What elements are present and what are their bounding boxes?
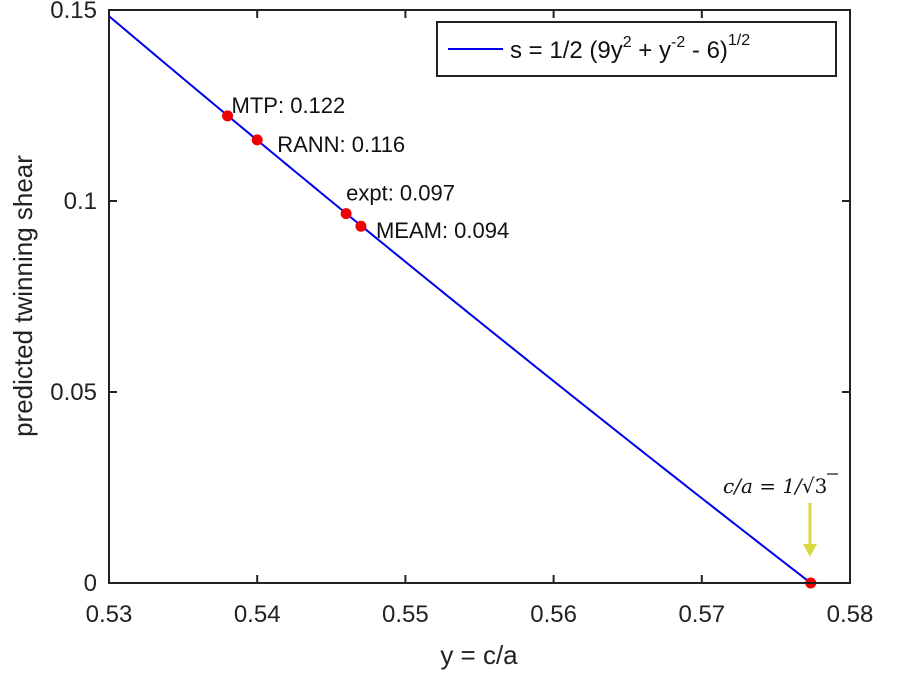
x-tick-label: 0.55 <box>382 601 429 628</box>
x-tick-label: 0.54 <box>234 601 281 628</box>
legend-box <box>436 21 837 77</box>
c-over-a-annotation: c/a = 1/√3 <box>723 473 838 557</box>
data-point <box>222 110 234 122</box>
legend-entry-sup-2: -2 <box>671 34 685 51</box>
x-tick-label: 0.53 <box>86 601 133 628</box>
sqrt-radicand: 3 <box>815 474 828 498</box>
annotation-arrow-head <box>803 544 817 557</box>
y-tick-label: 0.05 <box>50 379 97 406</box>
data-point <box>355 220 367 232</box>
y-tick-label: 0 <box>84 570 97 597</box>
data-point-label: MTP: 0.122 <box>232 93 346 118</box>
axes-box <box>108 9 851 584</box>
c-over-a-lhs: c/a = 1/ <box>723 474 804 498</box>
x-tick-label: 0.58 <box>827 601 874 628</box>
data-point <box>340 208 352 220</box>
sqrt-sign: √ <box>802 474 815 498</box>
legend-entry-sup-1: 2 <box>623 34 632 51</box>
data-point-label: MEAM: 0.094 <box>376 218 509 243</box>
legend-entry: s = 1/2 (9y2 + y-2 - 6)1/2 <box>510 32 750 64</box>
data-point <box>251 134 263 146</box>
legend: s = 1/2 (9y2 + y-2 - 6)1/2 <box>436 21 837 77</box>
legend-entry-mid: + y <box>632 37 671 64</box>
data-point-label: expt: 0.097 <box>346 181 455 206</box>
legend-entry-tail: - 6) <box>685 37 728 64</box>
y-tick-label: 0.1 <box>64 188 97 215</box>
c-over-a-annotation-text: c/a = 1/√3 <box>723 474 827 498</box>
x-tick-label: 0.56 <box>530 601 577 628</box>
y-axis-label: predicted twinning shear <box>8 155 38 437</box>
x-tick-label: 0.57 <box>678 601 725 628</box>
legend-entry-main: s = 1/2 (9y <box>510 37 623 64</box>
x-axis-label: y = c/a <box>440 640 518 670</box>
data-point-label: RANN: 0.116 <box>277 132 405 157</box>
y-tick-label: 0.15 <box>50 0 97 24</box>
legend-entry-sup-3: 1/2 <box>728 32 750 49</box>
plot-area <box>109 10 850 583</box>
